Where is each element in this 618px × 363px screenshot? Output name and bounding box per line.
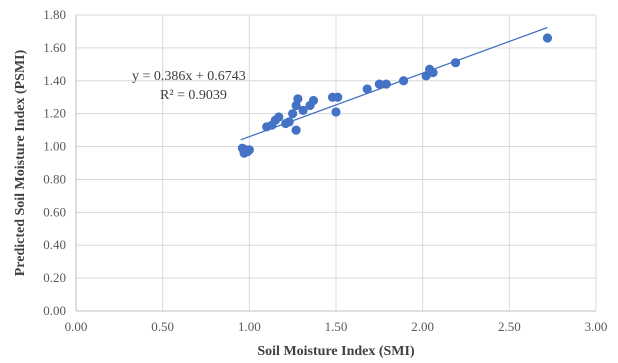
y-tick-labels: 0.00 0.20 0.40 0.60 0.80 1.00 1.20 1.40 1.60 1.80 bbox=[43, 7, 66, 318]
y-tick-label: 0.20 bbox=[43, 270, 66, 285]
data-points bbox=[237, 33, 553, 158]
x-tick-label: 2.00 bbox=[411, 319, 434, 334]
x-tick-label: 3.00 bbox=[585, 319, 608, 334]
r-squared-label: R² = 0.9039 bbox=[160, 88, 227, 103]
y-tick-label: 0.60 bbox=[43, 204, 66, 219]
x-axis-title: Soil Moisture Index (SMI) bbox=[257, 344, 415, 359]
data-point bbox=[399, 76, 409, 86]
data-point bbox=[291, 125, 301, 135]
data-point bbox=[428, 67, 438, 78]
x-tick-label: 2.50 bbox=[498, 319, 521, 334]
data-point bbox=[374, 79, 384, 89]
y-tick-label: 1.40 bbox=[43, 73, 66, 88]
y-tick-label: 1.20 bbox=[43, 106, 66, 121]
y-tick-label: 0.40 bbox=[43, 237, 66, 252]
data-point bbox=[244, 145, 254, 155]
x-tick-label: 0.00 bbox=[65, 319, 88, 334]
data-point bbox=[288, 109, 298, 119]
data-point bbox=[293, 94, 303, 104]
y-tick-label: 0.00 bbox=[43, 303, 66, 318]
y-tick-label: 1.60 bbox=[43, 40, 66, 55]
x-tick-label: 1.50 bbox=[325, 319, 348, 334]
x-tick-label: 1.00 bbox=[238, 319, 261, 334]
data-point bbox=[274, 112, 284, 122]
x-tick-labels: 0.00 0.50 1.00 1.50 2.00 2.50 3.00 bbox=[65, 319, 608, 334]
gridlines bbox=[76, 14, 597, 311]
data-point bbox=[298, 105, 308, 115]
data-point bbox=[284, 117, 294, 127]
y-tick-label: 1.00 bbox=[43, 139, 66, 154]
x-tick-label: 0.50 bbox=[151, 319, 174, 334]
y-tick-label: 1.80 bbox=[43, 7, 66, 22]
data-point bbox=[331, 107, 341, 117]
y-tick-label: 0.80 bbox=[43, 171, 66, 186]
data-point bbox=[308, 95, 319, 106]
data-point bbox=[381, 79, 391, 89]
data-point bbox=[362, 84, 372, 94]
data-point bbox=[333, 92, 343, 102]
data-point bbox=[542, 33, 553, 43]
data-point bbox=[451, 58, 461, 68]
trendline-equation: y = 0.386x + 0.6743 bbox=[132, 69, 246, 84]
axes bbox=[75, 15, 596, 312]
y-axis-title: Predicted Soil Moisture Index (PSMI) bbox=[13, 49, 28, 276]
